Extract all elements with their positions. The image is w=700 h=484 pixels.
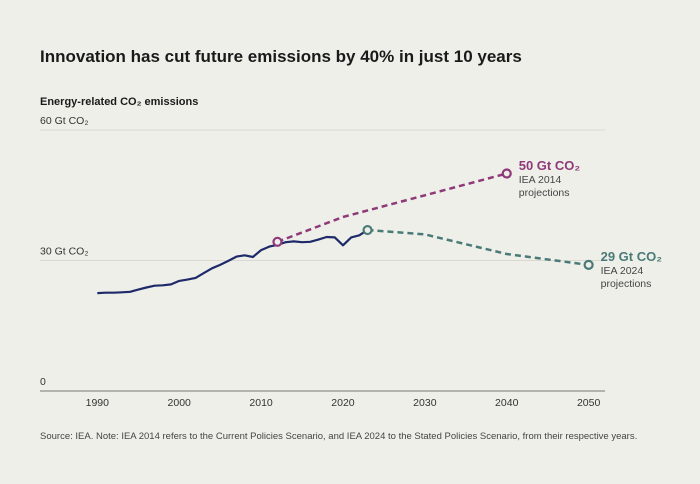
annotation: 50 Gt CO₂ IEA 2014 projections <box>519 158 589 200</box>
source-note: Source: IEA. Note: IEA 2014 refers to th… <box>40 431 637 442</box>
x-tick-label: 2050 <box>577 397 601 409</box>
series-line <box>97 229 369 295</box>
y-tick-label: 60 Gt CO₂ <box>40 115 88 127</box>
x-tick-label: 1990 <box>86 397 110 409</box>
end-value-label: 50 Gt CO₂ <box>518 157 581 173</box>
endpoint-marker <box>272 236 283 247</box>
y-tick-label: 0 <box>40 376 46 388</box>
x-tick-label: 2000 <box>168 397 192 409</box>
y-tick-label: 30 Gt CO₂ <box>40 246 88 258</box>
series-line <box>367 228 589 267</box>
endpoint-marker <box>362 224 373 236</box>
chart-title: Innovation has cut future emissions by 4… <box>40 47 522 66</box>
x-tick-label: 2020 <box>331 397 355 409</box>
x-tick-label: 2010 <box>249 397 273 409</box>
x-tick-label: 2040 <box>495 397 519 409</box>
end-value-label: 29 Gt CO₂ <box>600 248 663 264</box>
annotation: 29 Gt CO₂ IEA 2024 projections <box>601 249 671 291</box>
series-line <box>277 172 508 243</box>
series-label: IEA 2014 projections <box>518 173 570 199</box>
x-tick-label: 2030 <box>413 397 437 409</box>
series-label: IEA 2024 projections <box>600 264 652 290</box>
endpoint-marker <box>501 168 512 179</box>
endpoint-marker <box>583 259 594 270</box>
y-axis-title: Energy-related CO₂ emissions <box>40 96 198 108</box>
